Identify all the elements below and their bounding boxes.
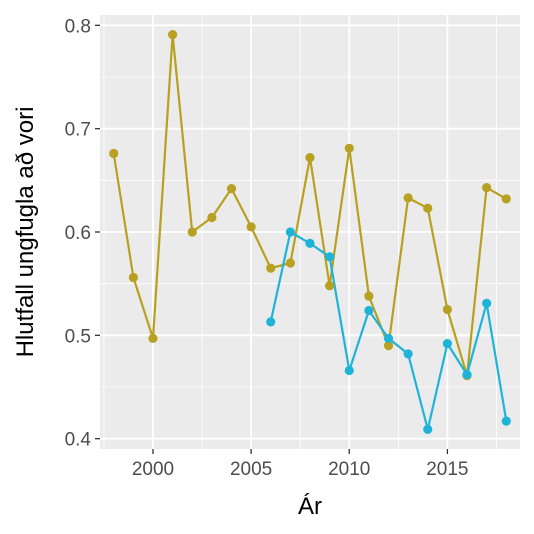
series-2-point bbox=[305, 238, 315, 248]
series-1-point bbox=[128, 272, 138, 283]
y-tick-label: 0.8 bbox=[65, 16, 91, 37]
series-1-point bbox=[383, 341, 394, 351]
series-2-point bbox=[266, 317, 276, 327]
x-tick-label: 2010 bbox=[328, 459, 370, 480]
series-1-point bbox=[246, 222, 256, 232]
series-1-point bbox=[364, 291, 374, 301]
series-1-point bbox=[442, 304, 452, 315]
x-tick-label: 2000 bbox=[132, 459, 174, 480]
series-1-point bbox=[148, 333, 158, 344]
series-2-point bbox=[325, 252, 335, 262]
series-1-point bbox=[305, 153, 315, 163]
series-1-point bbox=[266, 263, 276, 273]
series-1-point bbox=[109, 148, 119, 159]
series-1-point bbox=[423, 203, 433, 213]
series-1-point bbox=[207, 212, 217, 223]
series-2-point bbox=[364, 305, 374, 316]
data-series bbox=[109, 30, 511, 434]
series-1-point bbox=[187, 227, 197, 237]
series-1-point bbox=[226, 184, 237, 194]
series-1-point bbox=[285, 258, 295, 268]
series-2-point bbox=[344, 365, 354, 376]
x-axis-title: Ár bbox=[298, 493, 322, 520]
series-1-point bbox=[403, 193, 413, 203]
y-tick-label: 0.7 bbox=[65, 120, 91, 141]
series-2-point bbox=[383, 333, 394, 344]
series-1-point bbox=[344, 143, 354, 153]
x-tick-label: 2005 bbox=[230, 459, 272, 480]
series-2-point bbox=[501, 416, 511, 426]
y-tick-label: 0.5 bbox=[65, 326, 91, 347]
series-1-point bbox=[325, 281, 335, 291]
series-2-point bbox=[423, 424, 433, 434]
series-1-point bbox=[482, 182, 492, 193]
y-tick-label: 0.6 bbox=[65, 223, 91, 244]
series-2-point bbox=[482, 298, 492, 308]
series-1-point bbox=[501, 194, 511, 204]
series-2-point bbox=[442, 339, 452, 349]
series-1-point bbox=[168, 30, 178, 40]
series-2-point bbox=[285, 227, 295, 237]
axes: 2000 2005 2010 2015 0.4 0.5 0.6 0.7 0.8 bbox=[65, 16, 469, 480]
series-2-point bbox=[403, 349, 413, 359]
series-2-point bbox=[462, 370, 472, 380]
y-axis-title: Hlutfall ungfugla að vori bbox=[12, 107, 39, 358]
y-tick-label: 0.4 bbox=[65, 430, 92, 451]
x-tick-label: 2015 bbox=[426, 459, 468, 480]
